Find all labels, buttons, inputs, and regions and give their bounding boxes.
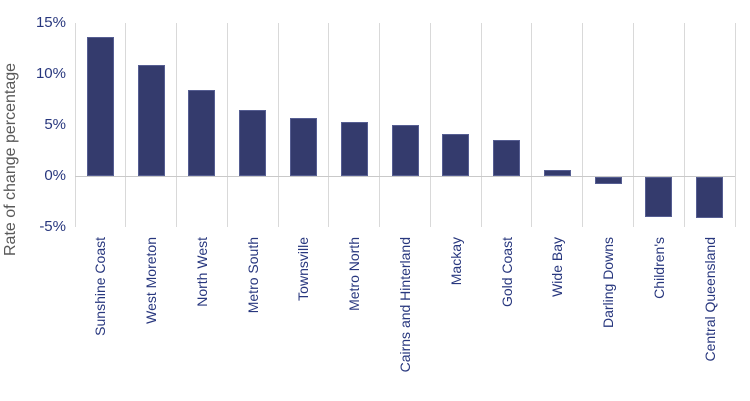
gridline	[277, 23, 279, 227]
x-axis-label: Children's	[650, 237, 667, 299]
bar-darling-downs	[594, 177, 622, 185]
x-axis-label: Wide Bay	[549, 237, 566, 297]
gridline	[480, 23, 482, 227]
gridline	[328, 23, 330, 227]
gridline	[74, 23, 76, 227]
x-axis-label: Central Queensland	[701, 237, 718, 362]
y-axis-tick-label: 5%	[44, 116, 66, 133]
bar-metro-north	[340, 121, 368, 176]
x-axis-label: Cairns and Hinterland	[397, 237, 413, 373]
zero-axis-line	[75, 176, 735, 177]
y-axis-tick-label: -5%	[39, 218, 66, 235]
x-axis-label: Townsville	[295, 237, 312, 301]
bar-children-s	[645, 177, 673, 217]
bar-west-moreton	[137, 64, 165, 176]
bar-metro-south	[239, 109, 267, 176]
gridline	[632, 23, 634, 227]
x-axis-label: Metro North	[346, 237, 363, 311]
gridline	[379, 23, 381, 227]
bar-cairns-and-hinterland	[391, 125, 419, 176]
y-axis-tick-label: 15%	[35, 14, 66, 31]
bar-wide-bay	[543, 169, 571, 176]
gridline	[683, 23, 685, 227]
x-axis-label: Metro South	[244, 237, 261, 314]
x-axis-label: Mackay	[447, 237, 464, 286]
bar-north-west	[188, 90, 216, 176]
gridline	[125, 23, 127, 227]
gridline	[429, 23, 431, 227]
bar-mackay	[442, 134, 470, 176]
gridline	[734, 23, 736, 227]
gridline	[531, 23, 533, 227]
x-axis-label: West Moreton	[143, 237, 160, 324]
bar-townsville	[289, 117, 317, 176]
bar-central-queensland	[696, 177, 724, 218]
y-axis-tick-label: 10%	[35, 65, 66, 82]
x-axis-label: North West	[193, 237, 210, 307]
bar-sunshine-coast	[86, 37, 114, 176]
gridline	[176, 23, 178, 227]
gridline	[582, 23, 584, 227]
y-axis-tick-label: 0%	[44, 167, 66, 184]
x-axis-label: Sunshine Coast	[92, 237, 109, 336]
x-axis-label: Darling Downs	[600, 237, 617, 329]
gridline	[226, 23, 228, 227]
x-axis-label: Gold Coast	[498, 237, 515, 308]
bar-gold-coast	[493, 140, 521, 176]
